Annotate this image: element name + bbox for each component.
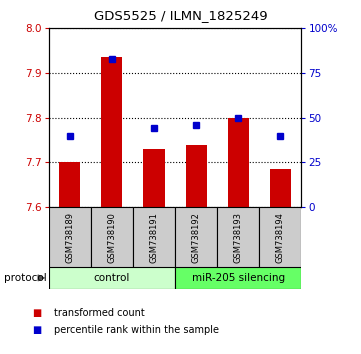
Text: GSM738193: GSM738193 bbox=[234, 212, 243, 263]
Text: control: control bbox=[94, 273, 130, 283]
Text: transformed count: transformed count bbox=[54, 308, 145, 318]
Bar bbox=[133, 207, 175, 267]
Bar bbox=[259, 207, 301, 267]
Text: GSM738190: GSM738190 bbox=[108, 212, 116, 263]
Text: GSM738194: GSM738194 bbox=[276, 212, 285, 263]
Bar bbox=[144, 149, 165, 207]
Bar bbox=[49, 207, 91, 267]
Bar bbox=[49, 267, 175, 289]
Text: GSM738189: GSM738189 bbox=[65, 212, 74, 263]
Bar bbox=[101, 57, 122, 207]
Bar bbox=[186, 144, 206, 207]
Bar bbox=[59, 162, 80, 207]
Bar bbox=[217, 207, 259, 267]
Text: ■: ■ bbox=[32, 308, 42, 318]
Bar bbox=[91, 207, 133, 267]
Text: GSM738191: GSM738191 bbox=[149, 212, 158, 263]
Text: percentile rank within the sample: percentile rank within the sample bbox=[54, 325, 219, 335]
Bar bbox=[228, 118, 249, 207]
Bar bbox=[175, 207, 217, 267]
Text: GSM738192: GSM738192 bbox=[192, 212, 201, 263]
Text: protocol: protocol bbox=[4, 273, 46, 283]
Bar bbox=[270, 169, 291, 207]
Text: GDS5525 / ILMN_1825249: GDS5525 / ILMN_1825249 bbox=[94, 9, 267, 22]
Bar bbox=[175, 267, 301, 289]
Text: ■: ■ bbox=[32, 325, 42, 335]
Text: miR-205 silencing: miR-205 silencing bbox=[192, 273, 285, 283]
